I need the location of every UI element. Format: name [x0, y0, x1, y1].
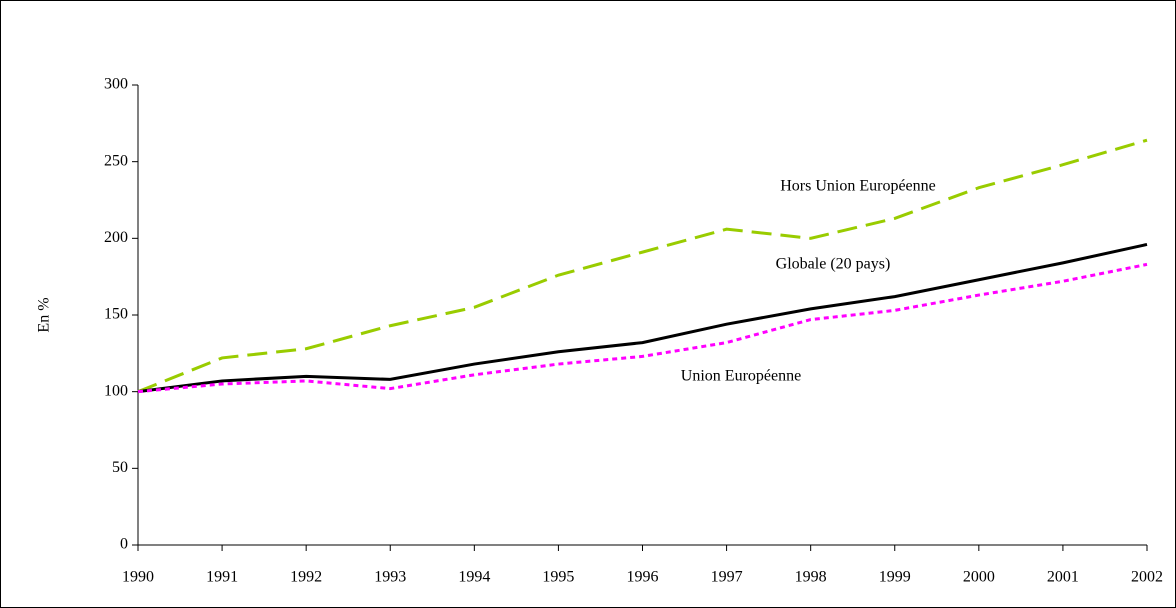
x-tick-label: 1996 [627, 569, 659, 586]
x-tick-label: 2002 [1131, 569, 1163, 586]
x-tick-label: 2000 [963, 569, 995, 586]
y-tick-label: 150 [104, 306, 128, 323]
x-tick-label: 1998 [795, 569, 827, 586]
series-line [137, 138, 1148, 394]
y-tick-label: 300 [104, 76, 128, 93]
x-tick-label: 1993 [374, 569, 406, 586]
x-tick-label: 2001 [1047, 569, 1079, 586]
x-tick-label: 1992 [290, 569, 322, 586]
y-tick-label: 250 [104, 152, 128, 169]
series-label: Union Européenne [681, 368, 801, 385]
series-line [137, 243, 1148, 394]
x-tick-label: 1990 [122, 569, 154, 586]
x-tick-label: 1995 [542, 569, 574, 586]
y-tick-label: 200 [104, 229, 128, 246]
x-tick-label: 1991 [206, 569, 238, 586]
x-tick-label: 1994 [458, 569, 490, 586]
x-tick-label: 1997 [711, 569, 743, 586]
series-line [137, 262, 1148, 394]
series-label: Hors Union Européenne [780, 178, 936, 195]
y-tick-label: 100 [104, 382, 128, 399]
y-tick-label: 0 [120, 536, 128, 553]
series-label: Globale (20 pays) [776, 256, 891, 273]
x-tick-label: 1999 [879, 569, 911, 586]
y-axis-label: En % [36, 297, 53, 332]
y-tick-label: 50 [112, 459, 128, 476]
